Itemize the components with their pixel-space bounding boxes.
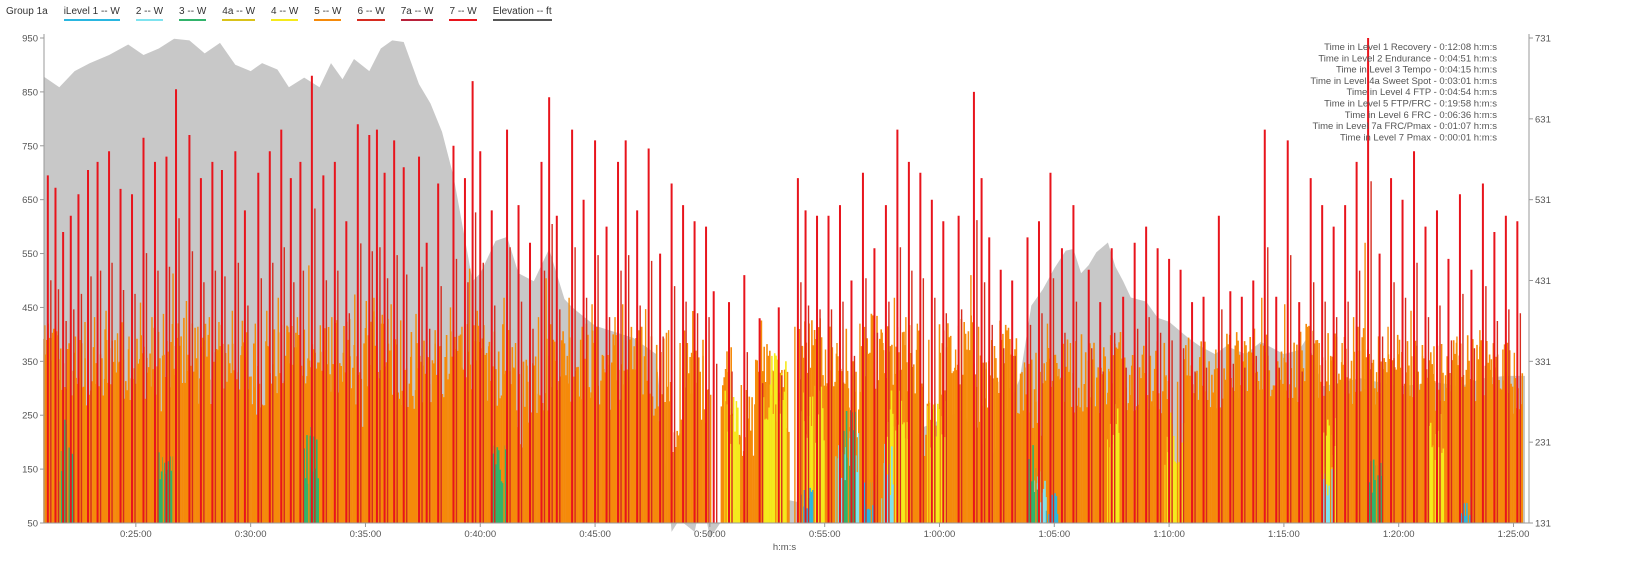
x-tick-label: 0:30:00 <box>235 529 267 540</box>
time-in-zone-annotation: Time in Level 5 FTP/FRC - 0:19:58 h:m:s <box>1324 99 1497 110</box>
x-tick-label: 1:10:00 <box>1153 529 1185 540</box>
y-right-tick-label: 731 <box>1535 34 1551 45</box>
y-right-tick-label: 131 <box>1535 519 1551 530</box>
legend-item[interactable]: 4 -- W <box>271 6 299 21</box>
y-left-tick-label: 750 <box>22 141 38 152</box>
legend-item[interactable]: 5 -- W <box>314 6 342 21</box>
y-left-tick-label: 850 <box>22 87 38 98</box>
y-left-tick-label: 250 <box>22 411 38 422</box>
legend-item[interactable]: 4a -- W <box>222 6 256 21</box>
time-in-zone-annotation: Time in Level 2 Endurance - 0:04:51 h:m:… <box>1318 53 1497 64</box>
time-in-zone-annotation: Time in Level 7a FRC/Pmax - 0:01:07 h:m:… <box>1313 121 1498 132</box>
x-tick-label: 0:50:00 <box>694 529 726 540</box>
time-in-zone-annotation: Time in Level 6 FRC - 0:06:36 h:m:s <box>1345 110 1497 121</box>
x-tick-label: 0:40:00 <box>464 529 496 540</box>
legend-item[interactable]: iLevel 1 -- W <box>63 6 120 21</box>
y-right-tick-label: 231 <box>1535 438 1551 449</box>
x-tick-label: 1:20:00 <box>1383 529 1415 540</box>
x-tick-label: 0:25:00 <box>120 529 152 540</box>
chart-legend: Group 1a iLevel 1 -- W 2 -- W 3 -- W 4a -- … <box>6 6 568 24</box>
legend-item[interactable]: 2 -- W <box>135 6 164 21</box>
y-left-tick-label: 550 <box>22 249 38 260</box>
y-left-tick-label: 950 <box>22 34 38 45</box>
y-left-tick-label: 150 <box>22 465 38 476</box>
time-in-zone-annotation: Time in Level 4 FTP - 0:04:54 h:m:s <box>1347 87 1498 98</box>
x-tick-label: 1:05:00 <box>1038 529 1070 540</box>
time-in-zone-annotation: Time in Level 4a Sweet Spot - 0:03:01 h:… <box>1310 76 1497 87</box>
x-tick-label: 0:55:00 <box>809 529 841 540</box>
y-right-tick-label: 431 <box>1535 276 1551 287</box>
y-right-tick-label: 531 <box>1535 195 1551 206</box>
time-in-zone-annotation: Time in Level 7 Pmax - 0:00:01 h:m:s <box>1340 132 1497 143</box>
x-tick-label: 1:15:00 <box>1268 529 1300 540</box>
y-right-tick-label: 631 <box>1535 114 1551 125</box>
y-left-tick-label: 450 <box>22 303 38 314</box>
x-tick-label: 0:35:00 <box>350 529 382 540</box>
legend-item[interactable]: Elevation -- ft <box>492 6 552 21</box>
x-axis-label: h:m:s <box>773 542 796 553</box>
y-right-tick-label: 331 <box>1535 357 1551 368</box>
x-tick-label: 1:00:00 <box>924 529 956 540</box>
y-left-tick-label: 50 <box>27 519 38 530</box>
time-in-zone-annotation: Time in Level 1 Recovery - 0:12:08 h:m:s <box>1324 42 1497 53</box>
x-tick-label: 0:45:00 <box>579 529 611 540</box>
legend-item[interactable]: 3 -- W <box>179 6 207 21</box>
group-label: Group 1a <box>6 6 48 17</box>
legend-item[interactable]: 7a -- W <box>400 6 434 21</box>
x-tick-label: 1:25:00 <box>1498 529 1530 540</box>
y-left-tick-label: 350 <box>22 357 38 368</box>
y-left-tick-label: 650 <box>22 195 38 206</box>
legend-item[interactable]: 6 -- W <box>357 6 385 21</box>
legend-item[interactable]: 7 -- W <box>449 6 477 21</box>
time-in-zone-annotation: Time in Level 3 Tempo - 0:04:15 h:m:s <box>1336 65 1497 76</box>
